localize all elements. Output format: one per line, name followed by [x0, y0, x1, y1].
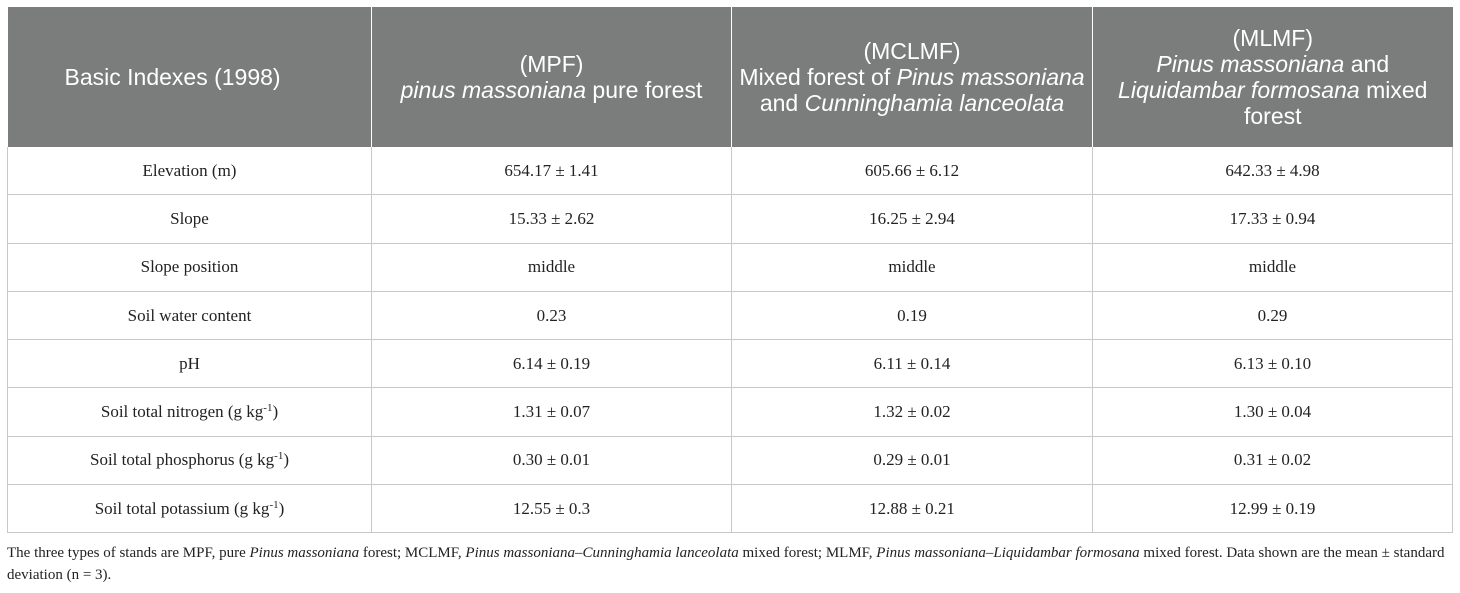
table-cell: 0.19 [731, 290, 1093, 341]
table-row: Soil total potassium (g kg-1) 12.55 ± 0.3… [7, 484, 1453, 534]
row-label-text: Slope position [140, 257, 239, 277]
table-row: Soil total nitrogen (g kg-1) 1.31 ± 0.07 1… [7, 387, 1453, 437]
table-cell: 642.33 ± 4.98 [1092, 147, 1453, 196]
column-code: (MCLMF) [863, 38, 961, 64]
text-segment: Liquidambar formosana [1118, 77, 1360, 103]
row-label-text: Elevation (m) [142, 160, 237, 180]
table-cell: middle [731, 242, 1093, 292]
table-cell: 6.11 ± 0.14 [731, 339, 1093, 389]
text-segment: mixed forest; MLMF, [738, 545, 877, 562]
row-label-text: Soil total phosphorus (g kg [89, 450, 275, 470]
column-header-mclmf: (MCLMF) Mixed forest of Pinus massoniana… [731, 7, 1093, 147]
text-segment: Pinus massoniana [249, 545, 360, 562]
corner-header: Basic Indexes (1998) [7, 7, 372, 147]
text-segment: Pinus massoniana [896, 64, 1085, 90]
table-cell: 654.17 ± 1.41 [371, 147, 732, 196]
table-cell: 6.13 ± 0.10 [1092, 339, 1453, 389]
table-cell: 0.30 ± 0.01 [371, 435, 732, 486]
text-segment: Pinus massoniana [1156, 51, 1345, 77]
column-name: Mixed forest of Pinus massoniana and Cun… [738, 64, 1086, 116]
row-label: Soil total potassium (g kg-1) [7, 484, 372, 534]
unit-close: ) [272, 402, 279, 422]
table-cell: middle [1092, 242, 1453, 292]
table-cell: 15.33 ± 2.62 [371, 194, 732, 244]
table-container: Basic Indexes (1998) (MPF) pinus massoni… [7, 7, 1453, 586]
text-segment: pinus massoniana [400, 77, 587, 103]
row-label: Soil total phosphorus (g kg-1) [7, 435, 372, 486]
row-label: Elevation (m) [7, 147, 372, 196]
table-cell: 0.29 [1092, 290, 1453, 341]
table-row: Elevation (m) 654.17 ± 1.41 605.66 ± 6.12 6… [7, 147, 1453, 196]
table-cell: 0.23 [371, 290, 732, 341]
row-label: Slope position [7, 242, 372, 292]
table-row: pH 6.14 ± 0.19 6.11 ± 0.14 6.13 ± 0.10 [7, 339, 1453, 389]
column-header-mpf: (MPF) pinus massoniana pure forest [371, 7, 732, 147]
unit-superscript: -1 [263, 402, 273, 415]
unit-close: ) [283, 450, 289, 470]
table-cell: 16.25 ± 2.94 [731, 194, 1093, 244]
table-body: Elevation (m) 654.17 ± 1.41 605.66 ± 6.12 6… [7, 147, 1453, 534]
table-cell: middle [371, 242, 732, 292]
table-cell: 12.55 ± 0.3 [371, 484, 732, 534]
table-row: Soil water content 0.23 0.19 0.29 [7, 290, 1453, 341]
table-footnote: The three types of stands are MPF, pure … [7, 542, 1452, 586]
table-cell: 605.66 ± 6.12 [731, 147, 1093, 196]
text-segment: mixed forest [1243, 77, 1428, 129]
table-cell: 12.88 ± 0.21 [731, 484, 1093, 534]
text-segment: Mixed forest of [739, 64, 897, 90]
row-label: Soil water content [7, 290, 372, 341]
row-label-text: Soil total potassium (g kg [94, 498, 270, 518]
text-segment: Pinus massoniana–Liquidambar formosana [876, 545, 1140, 562]
column-header-mlmf: (MLMF) Pinus massoniana and Liquidambar … [1092, 7, 1453, 147]
row-label-text: Slope [170, 208, 209, 228]
column-name: Pinus massoniana and Liquidambar formosa… [1099, 51, 1447, 129]
header-row: Basic Indexes (1998) (MPF) pinus massoni… [7, 7, 1453, 147]
table-cell: 1.30 ± 0.04 [1092, 387, 1453, 437]
text-segment: Pinus massoniana–Cunninghamia lanceolata [465, 545, 739, 562]
table-cell: 6.14 ± 0.19 [371, 339, 732, 389]
column-code: (MPF) [519, 51, 584, 77]
column-name: pinus massoniana pure forest [378, 77, 725, 103]
table-cell: 1.32 ± 0.02 [731, 387, 1093, 437]
table-row: Slope 15.33 ± 2.62 16.25 ± 2.94 17.33 ± 0.9… [7, 194, 1453, 244]
table-cell: 0.29 ± 0.01 [731, 435, 1093, 486]
row-label-text: Soil total nitrogen (g kg [100, 402, 264, 422]
row-label: pH [7, 339, 372, 389]
table-cell: 0.31 ± 0.02 [1092, 435, 1453, 486]
table-row: Soil total phosphorus (g kg-1) 0.30 ± 0.0… [7, 435, 1453, 486]
table-cell: 17.33 ± 0.94 [1092, 194, 1453, 244]
row-label-text: pH [179, 353, 200, 373]
text-segment: forest; MCLMF, [359, 545, 466, 562]
row-label: Soil total nitrogen (g kg-1) [7, 387, 372, 437]
column-code: (MLMF) [1232, 25, 1313, 51]
row-label-text: Soil water content [127, 305, 252, 325]
text-segment: mixed forest. Data shown are the mean ± … [7, 545, 1445, 584]
data-table: Basic Indexes (1998) (MPF) pinus massoni… [7, 7, 1453, 534]
table-row: Slope position middle middle middle [7, 242, 1453, 292]
table-cell: 12.99 ± 0.19 [1092, 484, 1453, 534]
text-segment: Cunninghamia lanceolata [804, 90, 1065, 116]
row-label: Slope [7, 194, 372, 244]
table-cell: 1.31 ± 0.07 [371, 387, 732, 437]
text-segment: and [1344, 51, 1390, 77]
text-segment: pure forest [586, 77, 703, 103]
text-segment: and [759, 90, 805, 116]
unit-superscript: -1 [274, 450, 284, 463]
text-segment: The three types of stands are MPF, pure [7, 545, 250, 562]
unit-superscript: -1 [269, 498, 279, 511]
unit-close: ) [278, 498, 285, 518]
